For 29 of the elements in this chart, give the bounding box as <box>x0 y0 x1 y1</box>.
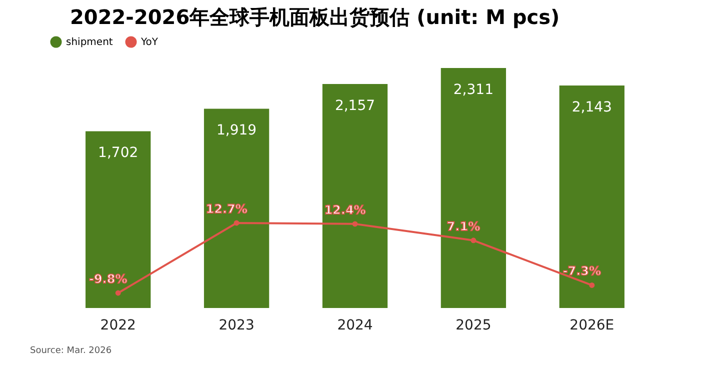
bar <box>86 131 151 308</box>
point <box>470 238 476 244</box>
source-note: Source: Mar. 2026 <box>30 346 112 356</box>
data-label: 12.7% <box>206 202 248 216</box>
data-label: -7.3% <box>562 264 602 278</box>
data-label: 2,143 <box>572 99 612 116</box>
data-label: -9.8% <box>88 272 128 286</box>
x-tick-label: 2025 <box>456 318 492 334</box>
bar <box>204 108 270 308</box>
data-label: 2,311 <box>453 82 494 98</box>
x-tick-label: 2024 <box>337 318 373 334</box>
point <box>234 220 240 226</box>
point <box>352 221 358 227</box>
legend-label: YoY <box>140 37 159 48</box>
point <box>115 290 121 296</box>
data-label: 7.1% <box>446 219 480 234</box>
data-label: 1,702 <box>98 145 138 162</box>
x-tick-label: 2023 <box>218 318 254 334</box>
data-label: 12.4% <box>324 202 366 217</box>
point <box>589 282 595 288</box>
x-tick-label: 2022 <box>100 318 136 334</box>
data-label: 1,919 <box>216 122 257 139</box>
data-label: 2,157 <box>334 98 376 114</box>
bar <box>440 68 506 308</box>
legend-label: shipment <box>66 37 113 48</box>
bar <box>559 85 624 308</box>
chart-title: 2022-2026年全球手机面板出货预估 (unit: M pcs) <box>70 5 560 29</box>
bar <box>322 84 388 308</box>
x-tick-label: 2026E <box>570 318 614 334</box>
